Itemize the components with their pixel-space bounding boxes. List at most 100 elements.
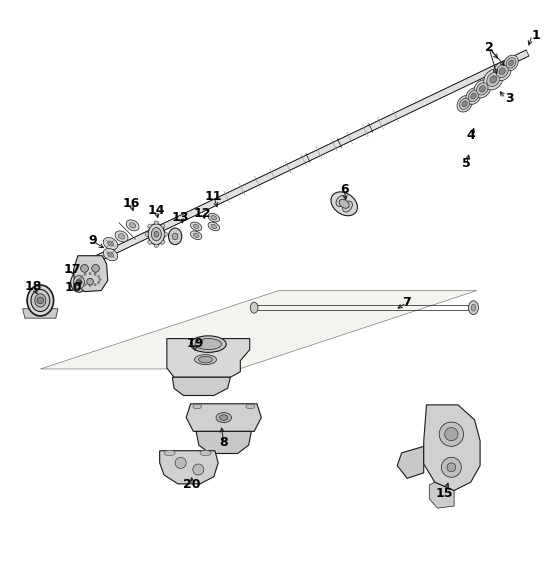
- Ellipse shape: [27, 285, 54, 316]
- Ellipse shape: [479, 86, 485, 92]
- Text: 17: 17: [63, 263, 80, 276]
- Ellipse shape: [211, 224, 217, 229]
- Circle shape: [81, 264, 88, 272]
- Ellipse shape: [496, 65, 508, 78]
- Ellipse shape: [190, 231, 202, 239]
- Ellipse shape: [199, 356, 213, 363]
- Ellipse shape: [148, 241, 152, 245]
- Ellipse shape: [31, 290, 50, 312]
- Circle shape: [89, 272, 91, 275]
- Ellipse shape: [251, 302, 258, 313]
- Ellipse shape: [490, 76, 497, 83]
- Circle shape: [94, 273, 96, 275]
- Ellipse shape: [499, 68, 506, 75]
- Ellipse shape: [148, 224, 152, 228]
- Ellipse shape: [193, 224, 199, 229]
- Ellipse shape: [108, 252, 114, 257]
- Text: 4: 4: [467, 129, 475, 142]
- Ellipse shape: [472, 304, 475, 311]
- Ellipse shape: [154, 244, 158, 247]
- Ellipse shape: [164, 232, 167, 237]
- Ellipse shape: [74, 276, 85, 289]
- Polygon shape: [40, 291, 477, 369]
- Ellipse shape: [211, 215, 217, 220]
- Circle shape: [37, 297, 44, 304]
- Ellipse shape: [469, 301, 478, 315]
- Text: 16: 16: [122, 197, 140, 210]
- Ellipse shape: [193, 404, 201, 409]
- Ellipse shape: [343, 201, 352, 212]
- Ellipse shape: [508, 60, 513, 66]
- Circle shape: [80, 282, 83, 283]
- Text: 1: 1: [532, 29, 541, 42]
- Circle shape: [439, 422, 464, 446]
- Circle shape: [94, 283, 96, 286]
- Ellipse shape: [103, 249, 118, 260]
- Ellipse shape: [154, 231, 158, 237]
- Polygon shape: [196, 431, 251, 454]
- Ellipse shape: [484, 69, 503, 90]
- Text: 11: 11: [205, 190, 223, 203]
- Polygon shape: [429, 482, 454, 508]
- Polygon shape: [23, 309, 58, 318]
- Polygon shape: [87, 50, 529, 266]
- Ellipse shape: [462, 101, 467, 107]
- Circle shape: [98, 275, 100, 278]
- Ellipse shape: [108, 241, 114, 246]
- Text: 19: 19: [186, 336, 204, 349]
- Circle shape: [79, 278, 81, 280]
- Polygon shape: [424, 405, 480, 491]
- Text: 9: 9: [88, 234, 97, 247]
- Ellipse shape: [474, 80, 490, 98]
- Ellipse shape: [190, 336, 226, 352]
- Ellipse shape: [339, 200, 349, 208]
- Circle shape: [175, 457, 186, 469]
- Polygon shape: [397, 446, 424, 478]
- Text: 18: 18: [25, 280, 42, 292]
- Ellipse shape: [477, 83, 488, 95]
- Polygon shape: [160, 451, 218, 484]
- Ellipse shape: [246, 404, 254, 409]
- Ellipse shape: [126, 220, 139, 231]
- Circle shape: [84, 273, 86, 275]
- Circle shape: [441, 457, 461, 477]
- Ellipse shape: [493, 62, 511, 80]
- Text: 15: 15: [436, 487, 454, 500]
- Circle shape: [89, 284, 91, 287]
- Text: 6: 6: [340, 184, 349, 197]
- Circle shape: [84, 283, 86, 286]
- Ellipse shape: [172, 233, 178, 240]
- Ellipse shape: [504, 55, 518, 71]
- Text: 7: 7: [402, 296, 411, 309]
- Ellipse shape: [161, 224, 165, 228]
- Circle shape: [98, 282, 100, 283]
- Ellipse shape: [208, 213, 219, 222]
- Ellipse shape: [161, 241, 165, 245]
- Ellipse shape: [164, 450, 175, 455]
- Text: 5: 5: [463, 157, 471, 170]
- Text: 3: 3: [506, 92, 514, 105]
- Polygon shape: [186, 404, 261, 431]
- Ellipse shape: [115, 231, 128, 242]
- Ellipse shape: [154, 221, 158, 224]
- Ellipse shape: [208, 222, 219, 231]
- Ellipse shape: [220, 415, 228, 420]
- Circle shape: [99, 278, 101, 280]
- Ellipse shape: [487, 72, 500, 87]
- Text: 10: 10: [65, 281, 82, 294]
- Ellipse shape: [336, 196, 346, 206]
- Ellipse shape: [193, 233, 199, 238]
- Circle shape: [193, 464, 204, 475]
- Polygon shape: [172, 377, 230, 396]
- Polygon shape: [74, 256, 108, 292]
- Ellipse shape: [35, 294, 46, 307]
- Text: 14: 14: [148, 204, 165, 217]
- Text: 8: 8: [219, 436, 228, 449]
- Ellipse shape: [468, 91, 479, 101]
- Ellipse shape: [169, 228, 182, 245]
- Circle shape: [80, 275, 83, 278]
- Circle shape: [445, 428, 458, 441]
- Ellipse shape: [103, 238, 118, 250]
- Ellipse shape: [190, 222, 202, 231]
- Ellipse shape: [195, 339, 222, 349]
